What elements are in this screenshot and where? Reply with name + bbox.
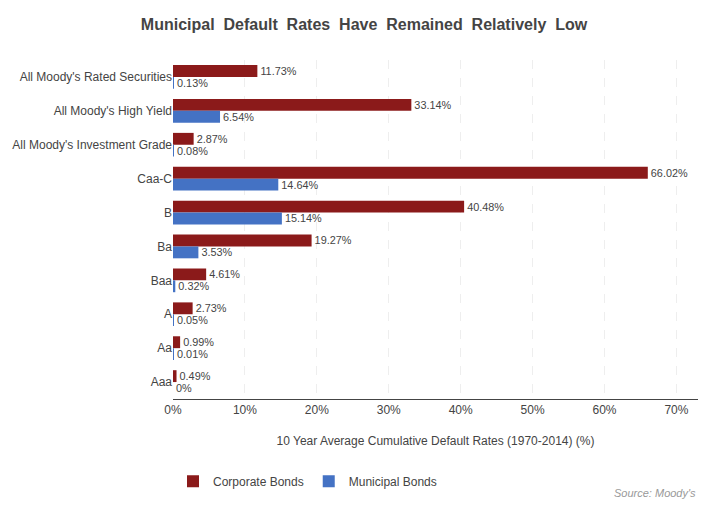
svg-text:Source: Moody's: Source: Moody's [614, 487, 696, 499]
svg-text:10 Year Average Cumulative Def: 10 Year Average Cumulative Default Rates… [277, 434, 595, 448]
svg-text:All Moody's Rated Securities: All Moody's Rated Securities [20, 70, 172, 84]
svg-text:0%: 0% [164, 403, 182, 417]
svg-text:3.53%: 3.53% [201, 246, 232, 258]
svg-text:0.49%: 0.49% [180, 370, 211, 382]
svg-text:0.99%: 0.99% [183, 336, 214, 348]
svg-text:Caa-C: Caa-C [137, 172, 172, 186]
svg-text:40%: 40% [449, 403, 473, 417]
svg-text:4.61%: 4.61% [209, 268, 240, 280]
svg-text:15.14%: 15.14% [285, 212, 322, 224]
svg-text:Aaa: Aaa [151, 375, 173, 389]
svg-text:66.02%: 66.02% [651, 167, 688, 179]
svg-text:All Moody's Investment Grade: All Moody's Investment Grade [12, 138, 172, 152]
svg-text:Municipal Default Rates Hav: Municipal Default Rates Have Remained Re… [141, 16, 588, 33]
svg-text:0.32%: 0.32% [178, 280, 209, 292]
svg-text:6.54%: 6.54% [223, 111, 254, 123]
svg-text:Ba: Ba [157, 240, 172, 254]
svg-text:50%: 50% [521, 403, 545, 417]
svg-text:11.73%: 11.73% [260, 65, 296, 77]
svg-text:Municipal Bonds: Municipal Bonds [349, 475, 437, 489]
svg-text:Corporate Bonds: Corporate Bonds [213, 475, 304, 489]
svg-text:0.01%: 0.01% [177, 348, 208, 360]
svg-text:B: B [164, 206, 172, 220]
svg-text:33.14%: 33.14% [414, 99, 451, 111]
svg-text:2.73%: 2.73% [196, 302, 227, 314]
svg-text:0%: 0% [176, 382, 192, 394]
svg-text:All Moody's High Yield: All Moody's High Yield [54, 104, 172, 118]
svg-text:10%: 10% [233, 403, 257, 417]
svg-text:2.87%: 2.87% [197, 133, 228, 145]
svg-text:20%: 20% [305, 403, 329, 417]
svg-text:0.13%: 0.13% [177, 77, 208, 89]
svg-text:60%: 60% [592, 403, 616, 417]
svg-text:A: A [164, 307, 172, 321]
svg-text:70%: 70% [664, 403, 688, 417]
svg-text:19.27%: 19.27% [315, 234, 352, 246]
svg-text:0.05%: 0.05% [177, 314, 208, 326]
svg-text:0.08%: 0.08% [177, 145, 208, 157]
svg-text:30%: 30% [377, 403, 401, 417]
svg-text:Aa: Aa [157, 341, 172, 355]
svg-text:Baa: Baa [151, 274, 173, 288]
svg-text:14.64%: 14.64% [281, 179, 318, 191]
svg-text:40.48%: 40.48% [467, 201, 504, 213]
